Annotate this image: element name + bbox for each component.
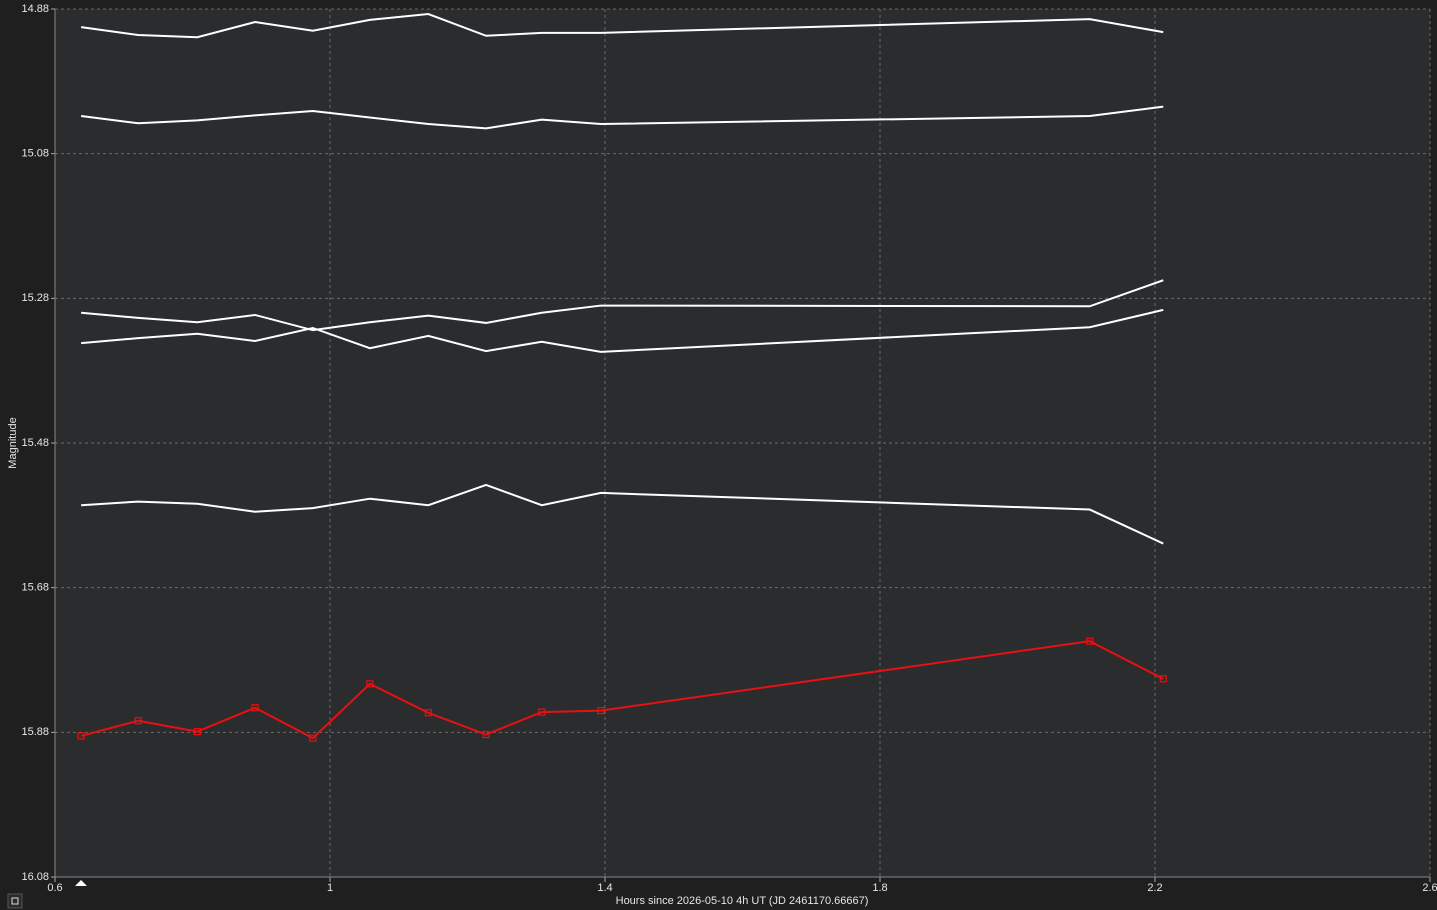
data-point <box>134 717 142 725</box>
data-point <box>77 732 85 740</box>
x-axis-label: Hours since 2026-05-10 4h UT (JD 2461170… <box>616 895 869 907</box>
x-tick-label: 0.6 <box>47 882 62 894</box>
y-tick-label: 15.28 <box>21 292 49 304</box>
series-line <box>81 308 1164 353</box>
y-tick-label: 14.88 <box>21 3 49 15</box>
data-point <box>193 728 201 736</box>
series-line <box>80 13 1164 39</box>
series-line <box>80 640 1164 740</box>
toggle-icon <box>11 897 19 905</box>
data-point <box>1159 675 1167 683</box>
toggle-button[interactable] <box>7 893 23 909</box>
data-point <box>251 704 259 712</box>
y-tick-label: 15.68 <box>21 582 49 594</box>
data-point <box>366 680 374 688</box>
y-axis-label: Magnitude <box>7 417 19 468</box>
data-point <box>424 709 432 717</box>
y-tick-label: 15.88 <box>21 726 49 738</box>
series-line <box>80 105 1164 130</box>
x-tick-label: 1.4 <box>597 882 612 894</box>
x-tick-label: 1.8 <box>872 882 887 894</box>
series-line <box>81 483 1164 545</box>
series-line <box>81 279 1164 332</box>
data-point <box>482 730 490 739</box>
data-point <box>538 708 546 716</box>
y-tick-label: 15.08 <box>21 148 49 160</box>
marker-triangle <box>75 880 87 886</box>
x-tick-label: 1 <box>327 882 333 894</box>
x-tick-label: 2.2 <box>1147 882 1162 894</box>
y-tick-label: 15.48 <box>21 437 49 449</box>
y-tick-label: 16.08 <box>21 871 49 883</box>
data-point <box>1086 637 1094 645</box>
data-point <box>309 734 317 742</box>
x-tick-label: 2.6 <box>1422 882 1437 894</box>
data-point <box>597 707 605 715</box>
